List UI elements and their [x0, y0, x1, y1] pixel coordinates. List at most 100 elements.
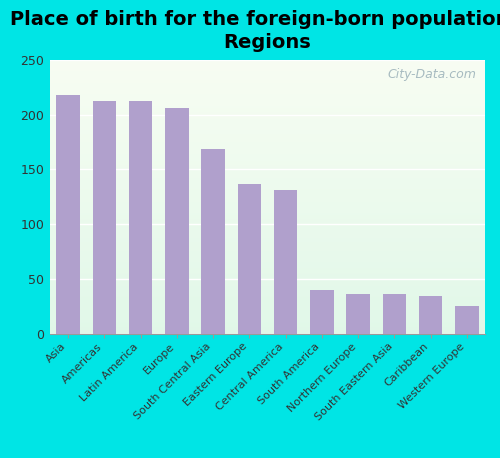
Bar	[50, 279, 485, 281]
Bar	[50, 201, 485, 202]
Bar	[50, 208, 485, 209]
Bar	[50, 182, 485, 183]
Bar	[50, 301, 485, 303]
Bar	[50, 136, 485, 138]
Title: Place of birth for the foreign-born population -
Regions: Place of birth for the foreign-born popu…	[10, 10, 500, 52]
Bar	[50, 216, 485, 218]
Bar	[92, 101, 116, 334]
Bar	[50, 332, 485, 333]
Bar	[50, 242, 485, 244]
Bar	[50, 91, 485, 93]
Bar	[50, 143, 485, 145]
Bar	[50, 120, 485, 121]
Bar	[50, 211, 485, 212]
Bar	[50, 305, 485, 307]
Bar	[50, 219, 485, 220]
Bar	[238, 184, 261, 334]
Bar	[50, 193, 485, 194]
Bar	[50, 288, 485, 289]
Bar	[50, 293, 485, 294]
Bar	[50, 106, 485, 108]
Bar	[50, 326, 485, 327]
Bar	[382, 294, 406, 334]
Bar	[50, 262, 485, 263]
Bar	[50, 213, 485, 215]
Bar	[50, 218, 485, 219]
Bar	[50, 142, 485, 143]
Bar	[455, 306, 478, 334]
Bar	[50, 69, 485, 71]
Bar	[50, 308, 485, 310]
Bar	[50, 311, 485, 312]
Bar	[50, 114, 485, 116]
Bar	[50, 167, 485, 168]
Bar	[50, 267, 485, 268]
Bar	[50, 102, 485, 104]
Bar	[50, 290, 485, 292]
Bar	[50, 87, 485, 88]
Bar	[50, 179, 485, 180]
Bar	[50, 229, 485, 230]
Bar	[50, 169, 485, 171]
Bar	[50, 132, 485, 134]
Bar	[50, 64, 485, 65]
Bar	[50, 223, 485, 224]
Bar	[50, 95, 485, 97]
Bar	[50, 196, 485, 197]
Bar	[50, 176, 485, 178]
Bar	[50, 75, 485, 76]
Bar	[50, 128, 485, 130]
Bar	[50, 226, 485, 227]
Bar	[50, 307, 485, 308]
Bar	[50, 256, 485, 257]
Bar	[50, 304, 485, 305]
Bar	[50, 297, 485, 299]
Bar	[50, 164, 485, 165]
Bar	[50, 220, 485, 222]
Bar	[50, 161, 485, 163]
Bar	[50, 180, 485, 182]
Bar	[50, 275, 485, 277]
Bar	[50, 94, 485, 95]
Bar	[50, 175, 485, 176]
Bar	[50, 139, 485, 141]
Bar	[50, 251, 485, 252]
Bar	[346, 294, 370, 334]
Bar	[50, 296, 485, 297]
Bar	[50, 212, 485, 213]
Bar	[50, 130, 485, 131]
Bar	[50, 105, 485, 106]
Bar	[50, 245, 485, 246]
Bar	[50, 303, 485, 304]
Bar	[50, 274, 485, 275]
Bar	[50, 222, 485, 223]
Bar	[50, 160, 485, 161]
Bar	[50, 172, 485, 174]
Bar	[419, 296, 442, 334]
Bar	[50, 153, 485, 154]
Bar	[50, 99, 485, 101]
Bar	[50, 76, 485, 77]
Bar	[50, 119, 485, 120]
Bar	[50, 82, 485, 83]
Bar	[50, 260, 485, 262]
Bar	[50, 289, 485, 290]
Bar	[50, 163, 485, 164]
Bar	[50, 152, 485, 153]
Bar	[50, 273, 485, 274]
Bar	[50, 61, 485, 62]
Bar	[50, 157, 485, 158]
Bar	[50, 88, 485, 90]
Bar	[50, 190, 485, 191]
Bar	[50, 237, 485, 238]
Bar	[50, 230, 485, 231]
Bar	[165, 108, 188, 334]
Bar	[50, 135, 485, 136]
Bar	[50, 117, 485, 119]
Bar	[50, 116, 485, 117]
Bar	[50, 252, 485, 253]
Bar	[50, 234, 485, 235]
Bar	[50, 138, 485, 139]
Bar	[50, 108, 485, 109]
Bar	[50, 186, 485, 187]
